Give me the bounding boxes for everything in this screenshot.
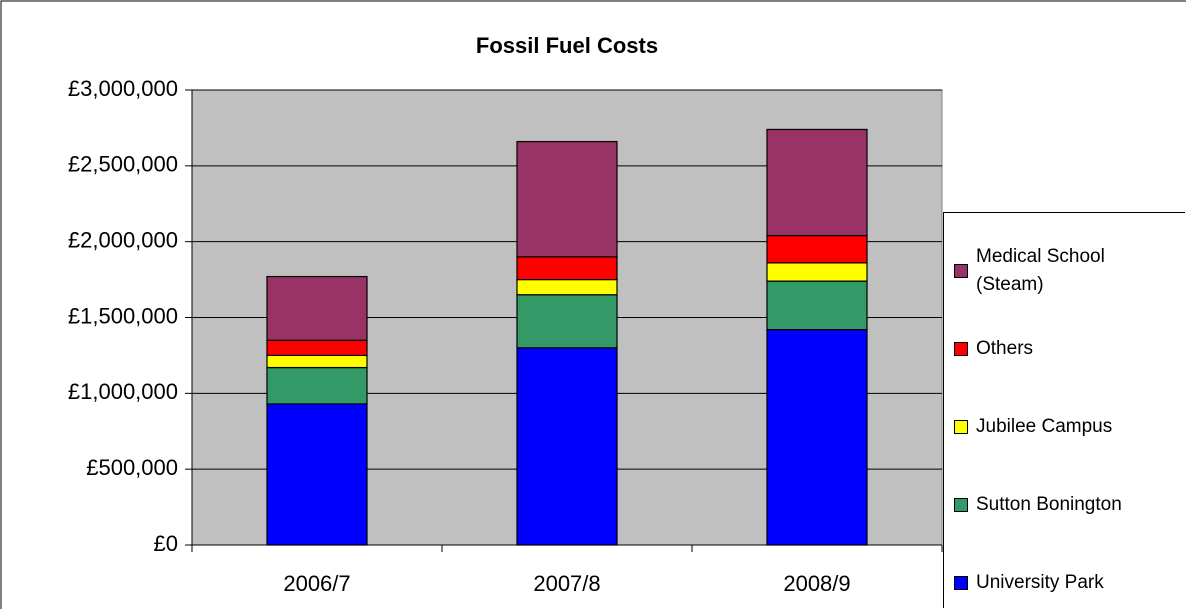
legend-entry: Sutton Bonington — [954, 491, 1182, 519]
x-tick-label: 2007/8 — [533, 571, 600, 596]
bar-segment — [516, 140, 618, 258]
bar-segment — [266, 354, 368, 369]
legend-entry: University Park — [954, 569, 1182, 597]
bar-segment — [266, 339, 368, 357]
legend-swatch — [954, 342, 968, 356]
bar-segment — [766, 128, 868, 237]
bar-segment — [516, 256, 618, 281]
legend-entry: Jubilee Campus — [954, 413, 1182, 441]
y-tick-label: £0 — [154, 531, 178, 556]
bar-segment — [516, 294, 618, 349]
bar-segment — [266, 275, 368, 341]
bar-segment — [516, 278, 618, 296]
chart-title: Fossil Fuel Costs — [476, 33, 658, 58]
legend-entry: Medical School (Steam) — [954, 243, 1182, 299]
bar-segment — [766, 329, 868, 546]
bar-segment — [266, 366, 368, 405]
legend-label: Others — [976, 338, 1034, 359]
legend-swatch — [954, 576, 968, 590]
legend-label: Jubilee Campus — [976, 416, 1113, 437]
y-tick-label: £2,500,000 — [68, 152, 178, 177]
y-tick-label: £2,000,000 — [68, 227, 178, 252]
bar-segment — [266, 403, 368, 546]
legend-label: University Park — [976, 572, 1104, 593]
y-tick-label: £1,000,000 — [68, 379, 178, 404]
y-tick-label: £500,000 — [86, 455, 178, 480]
bar-segment — [766, 280, 868, 331]
bar-segment — [516, 347, 618, 546]
bar-segment — [766, 262, 868, 282]
x-tick-label: 2008/9 — [783, 571, 850, 596]
bar-segment — [766, 235, 868, 264]
legend-swatch — [954, 420, 968, 434]
legend-label: Medical School (Steam) — [976, 246, 1105, 295]
legend-entry: Others — [954, 335, 1182, 363]
legend-swatch — [954, 498, 968, 512]
y-tick-label: £1,500,000 — [68, 303, 178, 328]
y-tick-label: £3,000,000 — [68, 76, 178, 101]
legend-label: Sutton Bonington — [976, 494, 1122, 515]
legend-swatch — [954, 264, 968, 278]
x-tick-label: 2006/7 — [283, 571, 350, 596]
legend: Medical School (Steam) Others Jubilee Camp… — [943, 212, 1185, 608]
